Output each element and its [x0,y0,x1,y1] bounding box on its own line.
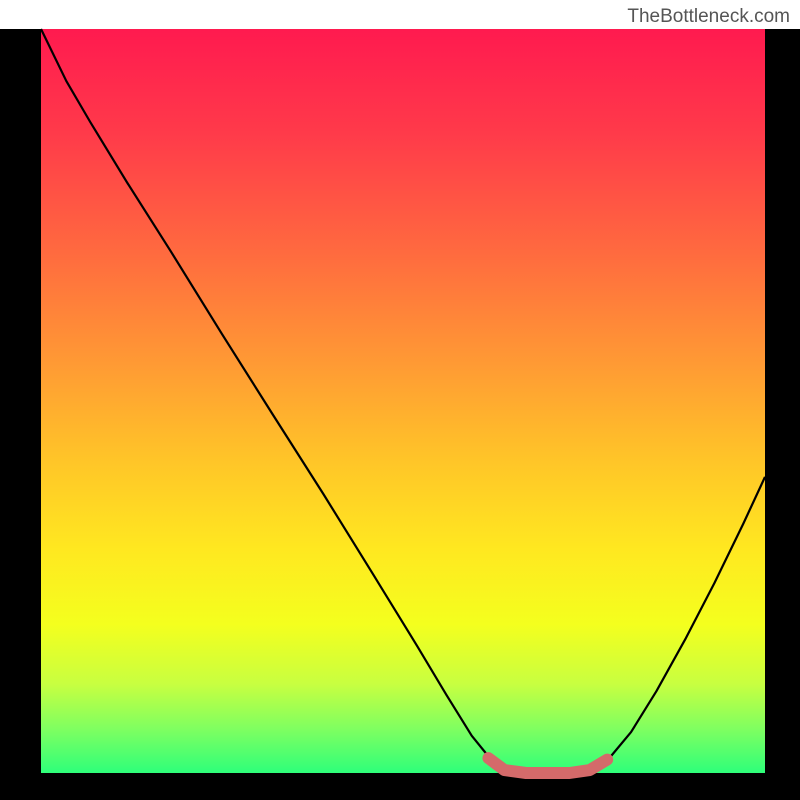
plot-area [0,0,800,800]
bottleneck-chart: TheBottleneck.com [0,0,800,800]
chart-svg [0,0,800,800]
attribution-label: TheBottleneck.com [627,6,790,28]
